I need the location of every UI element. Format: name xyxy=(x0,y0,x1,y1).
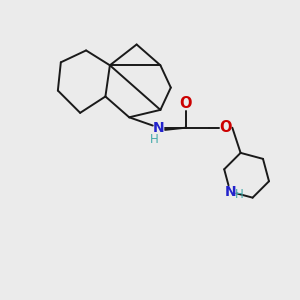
Text: H: H xyxy=(235,188,244,201)
Text: N: N xyxy=(224,185,236,199)
Text: O: O xyxy=(179,96,192,111)
Text: N: N xyxy=(153,121,165,135)
Text: H: H xyxy=(150,133,159,146)
Text: O: O xyxy=(220,120,232,135)
